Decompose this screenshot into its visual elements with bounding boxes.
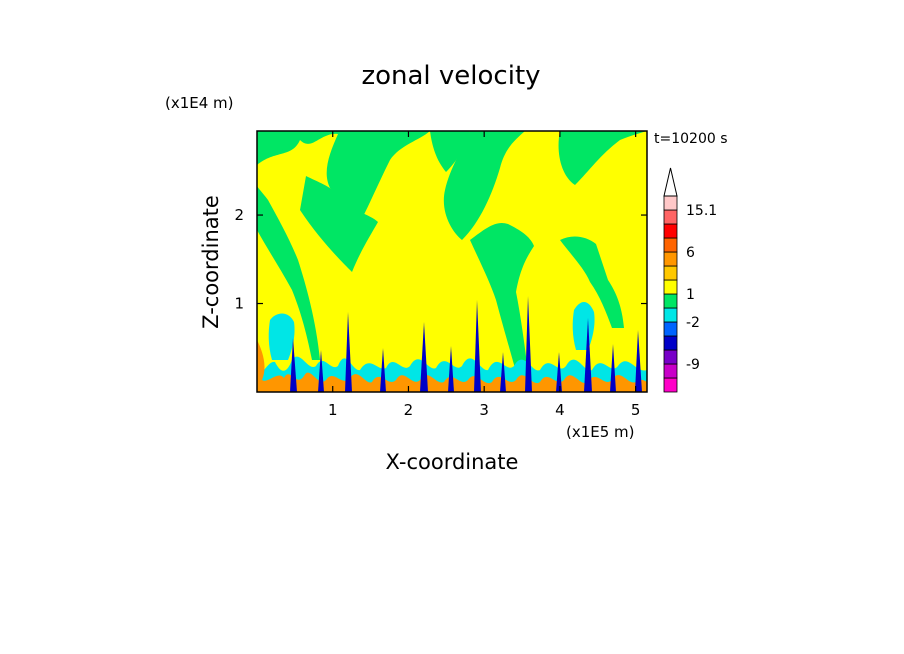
colorbar-segment [663,265,678,281]
colorbar-label: -2 [686,315,700,331]
colorbar-segment [663,195,678,211]
colorbar-segment [663,377,678,393]
colorbar-segment [663,209,678,225]
x-tick-label: 2 [404,401,414,419]
blue-plumes [290,296,642,392]
colorbar-segment [663,223,678,239]
colorbar-segment [663,307,678,323]
plot-frame [256,130,648,393]
colorbar: 15.1 6 1 -2 -9 [663,167,717,393]
x-axis-label: X-coordinate [386,450,519,474]
y-tick-label: 2 [234,206,244,224]
x-tick-label: 4 [555,401,565,419]
colorbar-segment [663,237,678,253]
green-band-far-right [560,236,624,328]
colorbar-extension-triangle [663,167,678,197]
green-band-left [257,186,320,360]
colorbar-segment [663,251,678,267]
colorbar-label: 15.1 [686,203,717,219]
time-label: t=10200 s [654,131,728,147]
yellow-region [257,131,647,392]
green-band-middle [300,176,378,272]
colorbar-label: -9 [686,357,700,373]
chart-title: zonal velocity [361,61,540,91]
orange-surface-layer [257,340,647,392]
green-band-right [470,222,534,372]
y-axis: 12 [234,206,647,313]
colorbar-segment [663,293,678,309]
x-scale-label: (x1E5 m) [566,423,635,441]
contour-field [257,131,647,392]
y-tick-label: 1 [234,295,244,313]
x-tick-label: 5 [631,401,641,419]
green-patch-top [430,131,470,172]
colorbar-label: 6 [686,245,695,261]
x-tick-label: 3 [479,401,489,419]
green-patch-upper-left [257,131,300,157]
colorbar-segment [663,335,678,351]
colorbar-segment [663,349,678,365]
y-scale-label: (x1E4 m) [165,94,234,112]
colorbar-segment [663,321,678,337]
x-axis: 1 2 3 4 5 [328,131,640,419]
cyan-patch-left [268,313,295,360]
y-axis-label: Z-coordinate [199,195,223,329]
colorbar-segment [663,279,678,295]
x-tick-label: 1 [328,401,338,419]
colorbar-segment [663,363,678,379]
colorbar-label: 1 [686,287,695,303]
